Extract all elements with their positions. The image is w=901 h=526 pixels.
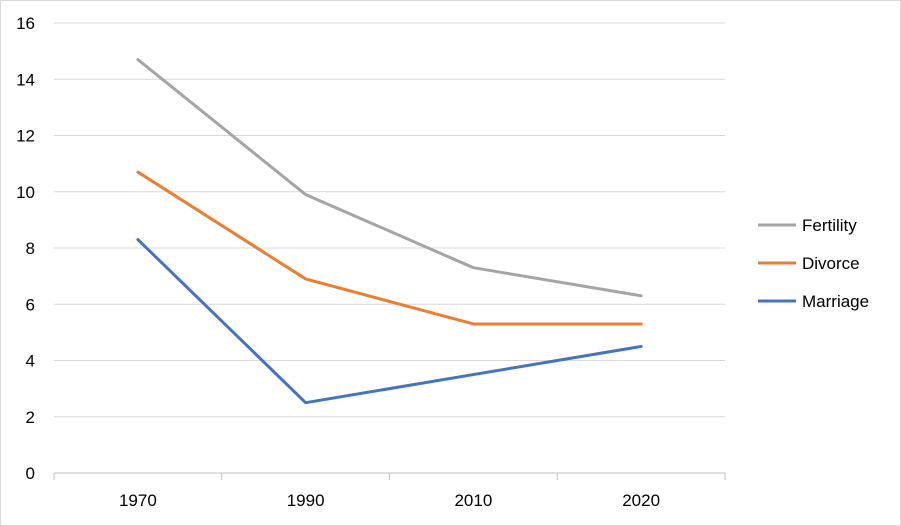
- y-tick-label-12: 12: [16, 127, 35, 146]
- legend-item-fertility: Fertility: [758, 216, 857, 235]
- legend-label-fertility: Fertility: [802, 216, 857, 235]
- y-tick-label-10: 10: [16, 183, 35, 202]
- axes: 0 2 4 6 8 10 12 14 16 1970 1990 2010 2020: [16, 14, 726, 510]
- y-tick-label-6: 6: [26, 295, 35, 314]
- y-tick-label-4: 4: [26, 352, 35, 371]
- gridlines: [54, 22, 725, 418]
- legend-label-marriage: Marriage: [802, 292, 869, 311]
- series-line-marriage: [136, 238, 643, 405]
- legend: Fertility Divorce Marriage: [758, 216, 869, 311]
- x-tick-label-2010: 2010: [454, 491, 492, 510]
- y-tick-label-0: 0: [26, 464, 35, 483]
- series-lines: [136, 58, 643, 405]
- y-tick-label-2: 2: [26, 408, 35, 427]
- x-tick-label-1990: 1990: [287, 491, 325, 510]
- series-line-divorce: [136, 170, 643, 326]
- x-tick-label-2020: 2020: [622, 491, 660, 510]
- x-tick-label-1970: 1970: [119, 491, 157, 510]
- y-tick-label-14: 14: [16, 70, 35, 89]
- y-tick-label-16: 16: [16, 14, 35, 33]
- y-tick-label-8: 8: [26, 239, 35, 258]
- legend-item-marriage: Marriage: [758, 292, 869, 311]
- series-line-fertility: [136, 58, 643, 298]
- legend-label-divorce: Divorce: [802, 254, 860, 273]
- legend-item-divorce: Divorce: [758, 254, 860, 273]
